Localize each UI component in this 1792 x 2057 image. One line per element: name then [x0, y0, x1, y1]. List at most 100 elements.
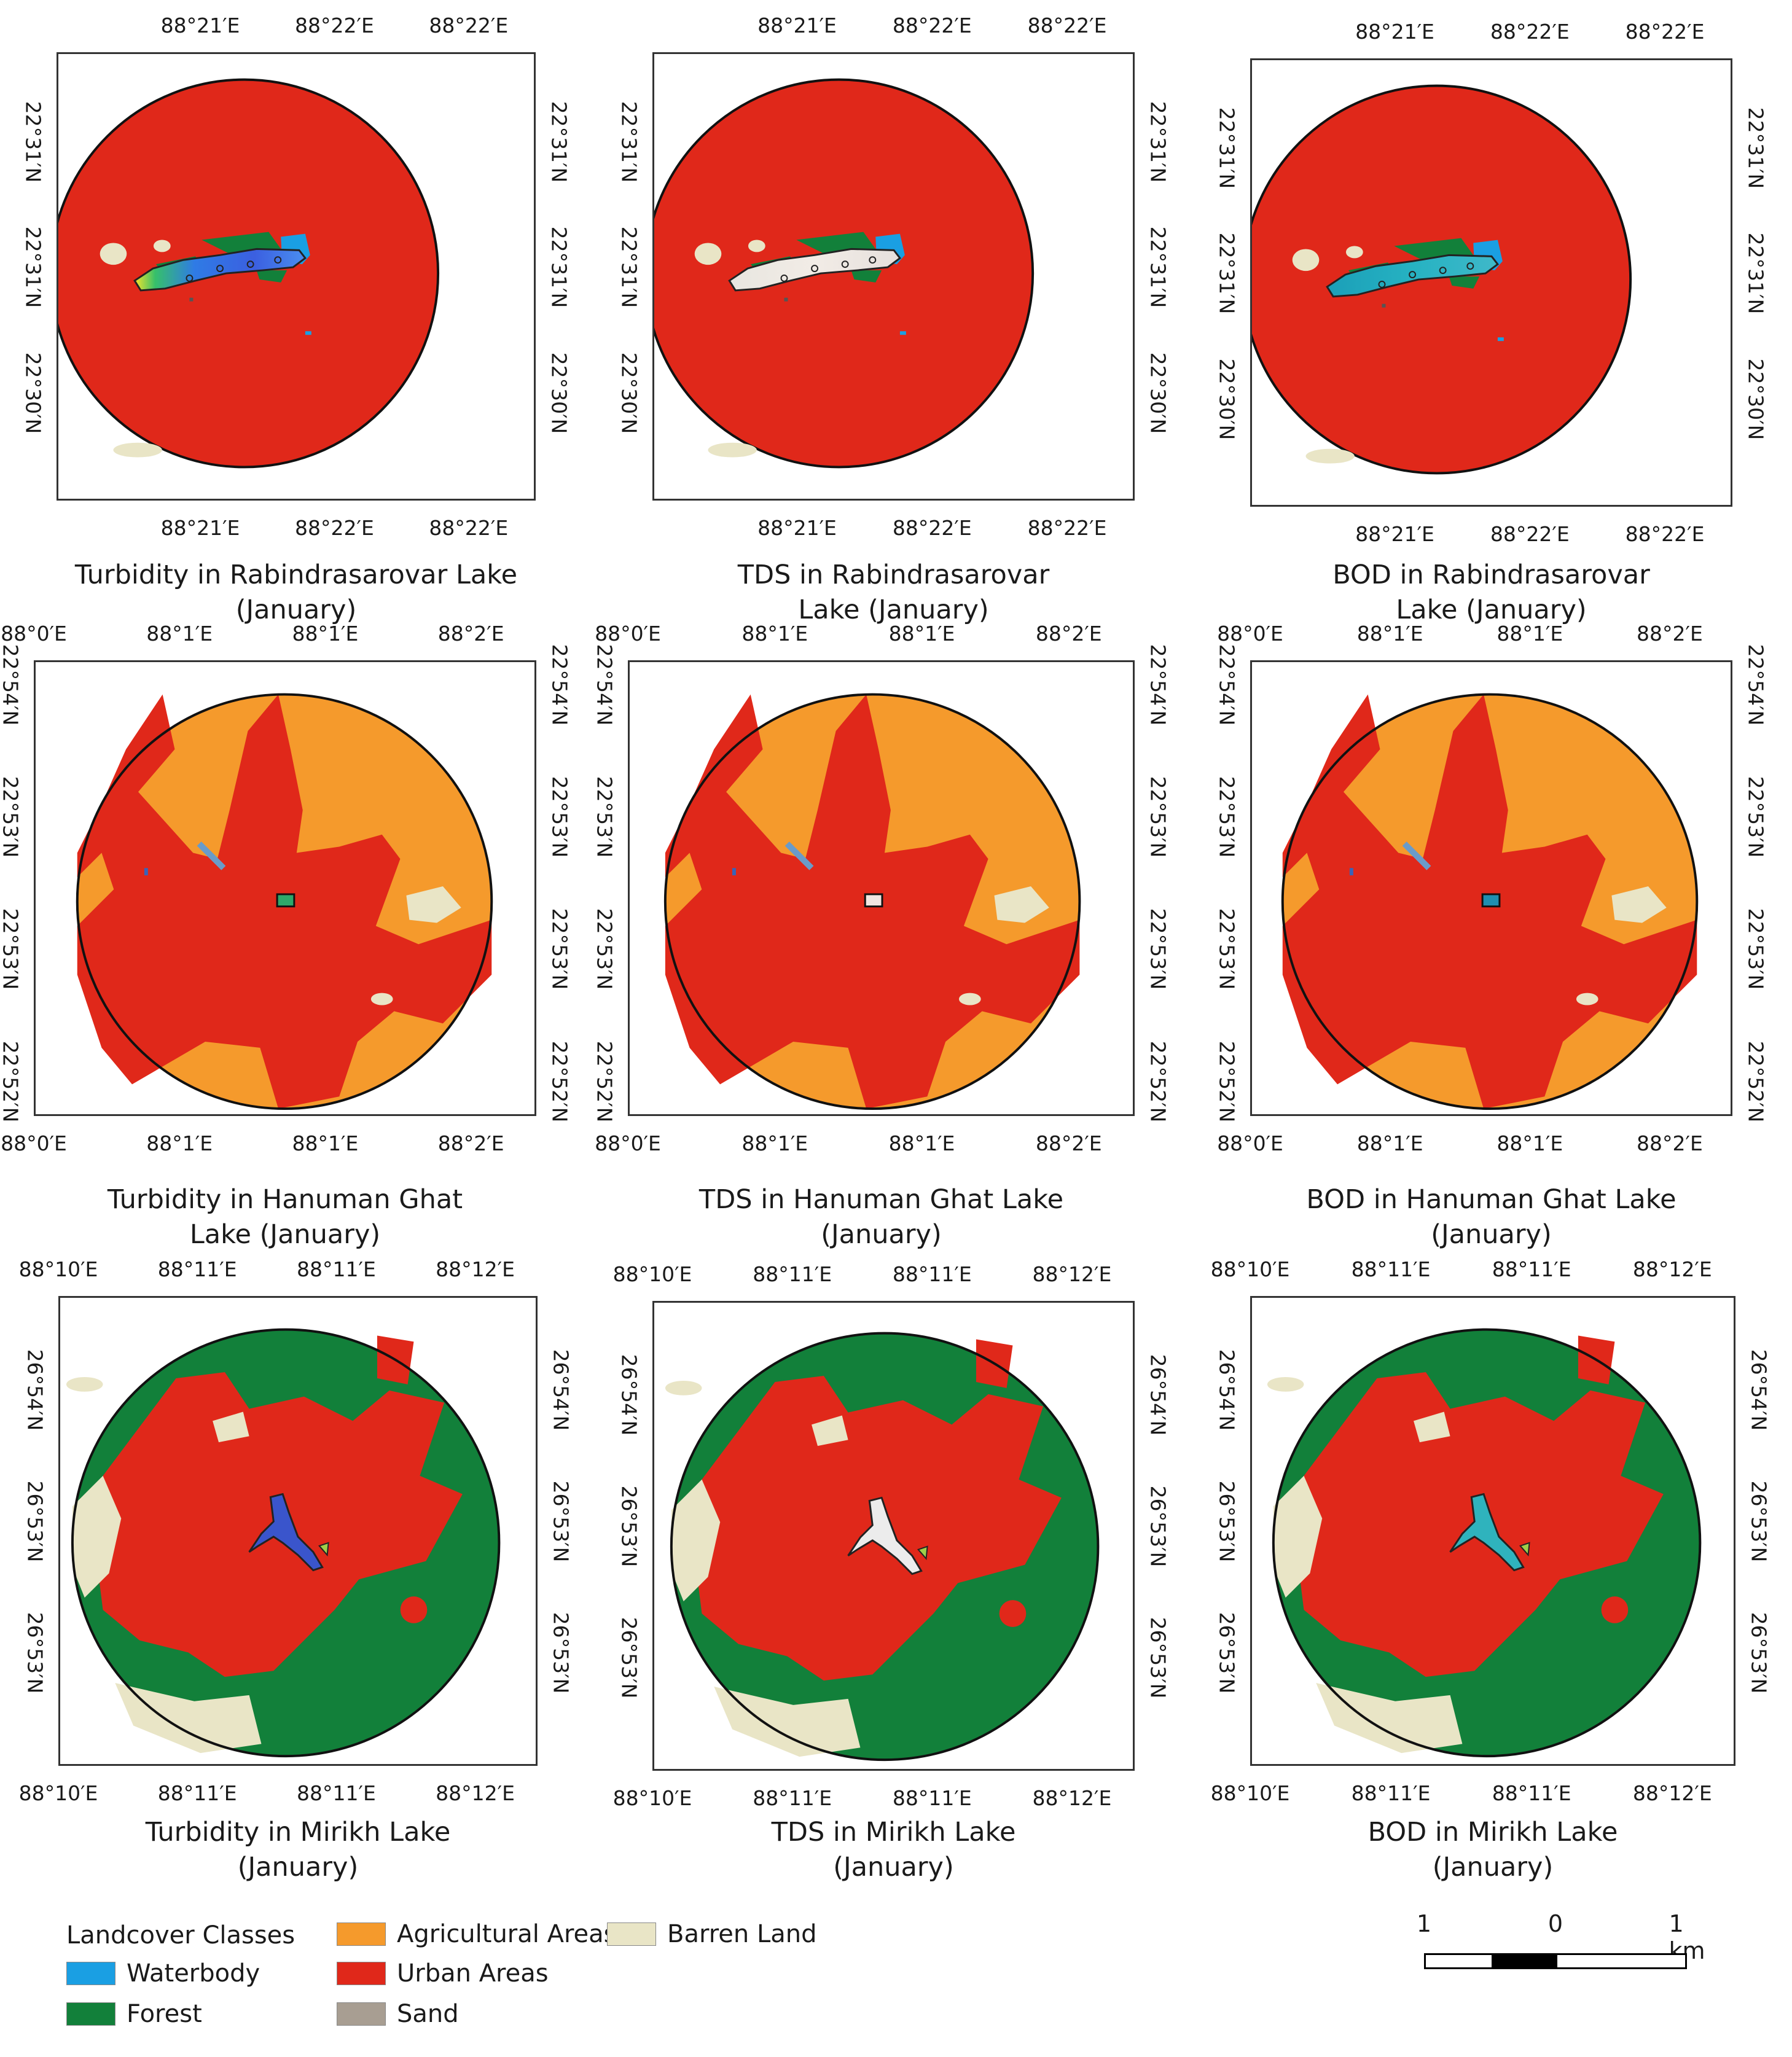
map-mir-bod — [1267, 1328, 1702, 1758]
right-tick: 22°52′N — [547, 1040, 572, 1122]
small-water — [1497, 337, 1504, 342]
map-han-tds — [663, 693, 1081, 1110]
top-tick: 88°1′E — [1497, 622, 1563, 646]
small-water — [305, 331, 311, 335]
top-tick: 88°2′E — [437, 622, 504, 646]
bottom-tick: 88°22′E — [1490, 522, 1570, 546]
bottom-tick: 88°2′E — [1035, 1131, 1102, 1155]
map-frame-han-tds — [628, 660, 1135, 1116]
urban-patch — [400, 1596, 428, 1623]
lake-turbidity — [248, 1493, 324, 1572]
map-frame-han-bod — [1250, 660, 1732, 1116]
top-tick: 88°21′E — [160, 14, 240, 37]
left-tick: 22°31′N — [21, 101, 45, 183]
left-tick: 22°52′N — [1215, 1040, 1239, 1122]
caption-line: TDS in Hanuman Ghat Lake — [698, 1184, 1064, 1215]
right-tick: 26°53′N — [1146, 1617, 1170, 1699]
caption-line: TDS in Rabindrasarovar — [737, 560, 1050, 590]
top-tick: 88°11′E — [157, 1257, 237, 1281]
map-rab-bod — [1252, 84, 1632, 475]
left-tick: 22°52′N — [0, 1040, 23, 1122]
agricultural-swatch — [337, 1922, 386, 1946]
right-tick: 26°53′N — [1146, 1485, 1170, 1567]
barren-patch — [406, 886, 461, 923]
right-tick: 22°53′N — [547, 908, 572, 990]
map-frame-mir-bod — [1250, 1296, 1735, 1766]
lake-dot — [780, 275, 788, 282]
left-tick: 22°30′N — [1215, 358, 1239, 440]
bottom-tick: 88°12′E — [436, 1781, 515, 1805]
barren-patch — [958, 993, 981, 1005]
top-tick: 88°0′E — [595, 622, 661, 646]
right-tick: 22°53′N — [547, 776, 572, 858]
right-tick: 22°53′N — [1146, 776, 1170, 858]
left-tick: 26°54′N — [1215, 1349, 1239, 1431]
bottom-tick: 88°1′E — [741, 1131, 808, 1155]
top-tick: 88°22′E — [294, 14, 374, 37]
left-tick: 22°53′N — [0, 908, 23, 990]
left-tick: 22°54′N — [0, 644, 23, 726]
left-tick: 26°53′N — [1215, 1612, 1239, 1694]
right-tick: 22°52′N — [1146, 1040, 1170, 1122]
barren-patch — [100, 243, 127, 265]
right-tick: 22°31′N — [547, 101, 571, 183]
lake-dot — [869, 256, 877, 264]
barren-patch — [1305, 448, 1355, 464]
right-tick: 22°53′N — [1743, 776, 1768, 858]
lake-inlet — [917, 1545, 928, 1561]
map-frame-mir-tds — [652, 1301, 1135, 1771]
left-tick: 22°31′N — [1215, 107, 1239, 189]
river — [197, 841, 226, 870]
left-tick: 22°31′N — [617, 227, 641, 308]
legend-label-barren: Barren Land — [667, 1920, 817, 1948]
top-tick: 88°11′E — [1492, 1257, 1571, 1281]
bottom-tick: 88°1′E — [1497, 1131, 1563, 1155]
right-tick: 22°31′N — [1146, 227, 1170, 308]
top-tick: 88°1′E — [146, 622, 213, 646]
legend-title: Landcover Classes — [66, 1921, 295, 1950]
left-tick: 22°31′N — [617, 101, 641, 183]
top-tick: 88°11′E — [1351, 1257, 1431, 1281]
lake-tds — [847, 1496, 923, 1575]
lake-dot — [274, 256, 282, 264]
lake-inlet — [1519, 1542, 1530, 1557]
barren-patch — [1576, 993, 1598, 1005]
map-rab-tds — [654, 78, 1035, 469]
scale-label-left: 1 — [1416, 1910, 1432, 1937]
bottom-tick: 88°22′E — [294, 516, 374, 540]
right-tick: 22°53′N — [1743, 908, 1768, 990]
left-tick: 26°53′N — [1215, 1480, 1239, 1563]
lake-dot — [1466, 262, 1474, 270]
bottom-tick: 88°0′E — [595, 1131, 661, 1155]
legend-item-agricultural: Agricultural Areas — [337, 1920, 616, 1948]
left-tick: 22°53′N — [592, 776, 617, 858]
legend-label-sand: Sand — [397, 2000, 459, 2028]
forest-patch — [256, 270, 288, 283]
top-tick: 88°1′E — [741, 622, 808, 646]
caption-line: BOD in Rabindrasarovar — [1332, 560, 1650, 590]
right-tick: 22°30′N — [1743, 358, 1768, 440]
bottom-tick: 88°22′E — [1027, 516, 1107, 540]
legend-item-forest: Forest — [66, 2000, 202, 2028]
top-tick: 88°11′E — [753, 1262, 832, 1286]
left-tick: 22°52′N — [592, 1040, 617, 1122]
bottom-tick: 88°10′E — [1210, 1781, 1290, 1805]
right-tick: 22°31′N — [1743, 233, 1768, 314]
bottom-tick: 88°2′E — [1637, 1131, 1703, 1155]
caption-han-bod: BOD in Hanuman Ghat Lake (January) — [1250, 1182, 1732, 1252]
caption-rab-bod: BOD in Rabindrasarovar Lake (January) — [1250, 558, 1732, 628]
barren-patch — [994, 886, 1049, 923]
left-tick: 22°53′N — [592, 908, 617, 990]
left-tick: 22°31′N — [21, 227, 45, 308]
left-tick: 22°54′N — [1215, 644, 1239, 726]
barren-patch — [694, 243, 722, 265]
top-tick: 88°12′E — [1632, 1257, 1712, 1281]
left-tick: 22°30′N — [21, 352, 45, 434]
caption-line: (January) — [833, 1851, 954, 1883]
map-frame-mir-turbidity — [58, 1296, 538, 1766]
top-tick: 88°0′E — [1, 622, 67, 646]
forest-swatch — [66, 2002, 115, 2026]
left-tick: 26°53′N — [23, 1480, 47, 1563]
right-tick: 26°54′N — [1146, 1354, 1170, 1436]
caption-rab-tds: TDS in Rabindrasarovar Lake (January) — [652, 558, 1135, 628]
